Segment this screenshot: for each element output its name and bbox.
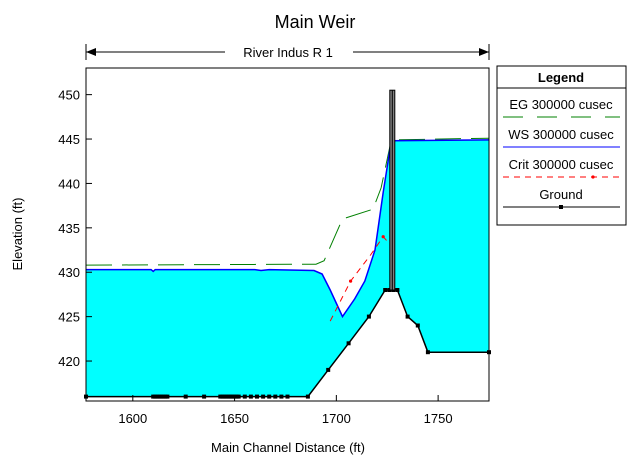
ground-point — [279, 394, 284, 399]
ground-point — [155, 394, 160, 399]
legend-label-ground: Ground — [539, 187, 582, 202]
reach-label: River Indus R 1 — [243, 45, 333, 60]
x-tick-label: 1700 — [322, 411, 351, 426]
y-axis-label: Elevation (ft) — [10, 198, 25, 271]
ground-point — [366, 314, 371, 319]
legend-items: EG 300000 cusec WS 300000 cusec Crit 30000… — [503, 97, 620, 209]
crit-marker — [349, 279, 353, 283]
ground-point — [255, 394, 259, 399]
ground-point — [267, 394, 272, 399]
ground-point — [248, 394, 253, 399]
water-fill — [86, 139, 489, 397]
legend-marker-ground — [559, 205, 563, 209]
legend-box — [496, 65, 627, 226]
ground-point — [326, 367, 331, 372]
ground-point — [183, 394, 188, 399]
legend: Legend EG 300000 cusec WS 300000 cusec Cri… — [496, 65, 627, 226]
crit-marker — [381, 235, 385, 239]
ground-point — [202, 394, 207, 399]
reach-span-arrow-left — [86, 48, 96, 56]
ground-point — [165, 394, 170, 399]
ground-point — [383, 288, 388, 292]
ground-point — [305, 394, 310, 399]
legend-label-crit: Crit 300000 cusec — [509, 157, 614, 172]
ground-point — [224, 394, 229, 399]
legend-label-eg: EG 300000 cusec — [509, 97, 613, 112]
ground-point — [236, 394, 241, 399]
ground-point — [346, 341, 351, 346]
legend-label-ws: WS 300000 cusec — [508, 127, 614, 142]
ground-point — [415, 323, 420, 328]
ground-point — [261, 394, 266, 399]
y-tick-label: 445 — [58, 132, 80, 147]
y-tick-label: 440 — [58, 176, 80, 191]
y-tick-label: 425 — [58, 310, 80, 325]
x-tick-label: 1650 — [220, 411, 249, 426]
ground-point — [395, 288, 400, 292]
x-tick-label: 1600 — [118, 411, 147, 426]
ground-point — [161, 394, 166, 399]
plot-frame — [85, 67, 490, 402]
crit-line — [329, 235, 394, 322]
y-tick-label: 450 — [58, 88, 80, 103]
ground-point — [273, 394, 278, 399]
ground-point — [405, 314, 410, 319]
ground-point — [230, 394, 235, 399]
ws-line — [86, 139, 490, 319]
plot-area — [84, 89, 491, 399]
ground-point — [285, 394, 290, 399]
legend-title: Legend — [538, 70, 584, 85]
ground-point — [218, 394, 223, 399]
y-tick-label: 420 — [58, 354, 80, 369]
ground-point — [234, 394, 239, 399]
x-tick-label: 1750 — [424, 411, 453, 426]
reach-span-indicator: River Indus R 1 — [85, 44, 490, 60]
y-tick-label: 435 — [58, 221, 80, 236]
chart-title: Main Weir — [275, 12, 356, 32]
ground-point — [242, 394, 247, 399]
x-axis-label: Main Channel Distance (ft) — [211, 440, 365, 455]
legend-marker-crit — [591, 175, 595, 179]
reach-span-arrow-right — [479, 48, 489, 56]
y-tick-label: 430 — [58, 265, 80, 280]
ground-point — [425, 350, 430, 355]
